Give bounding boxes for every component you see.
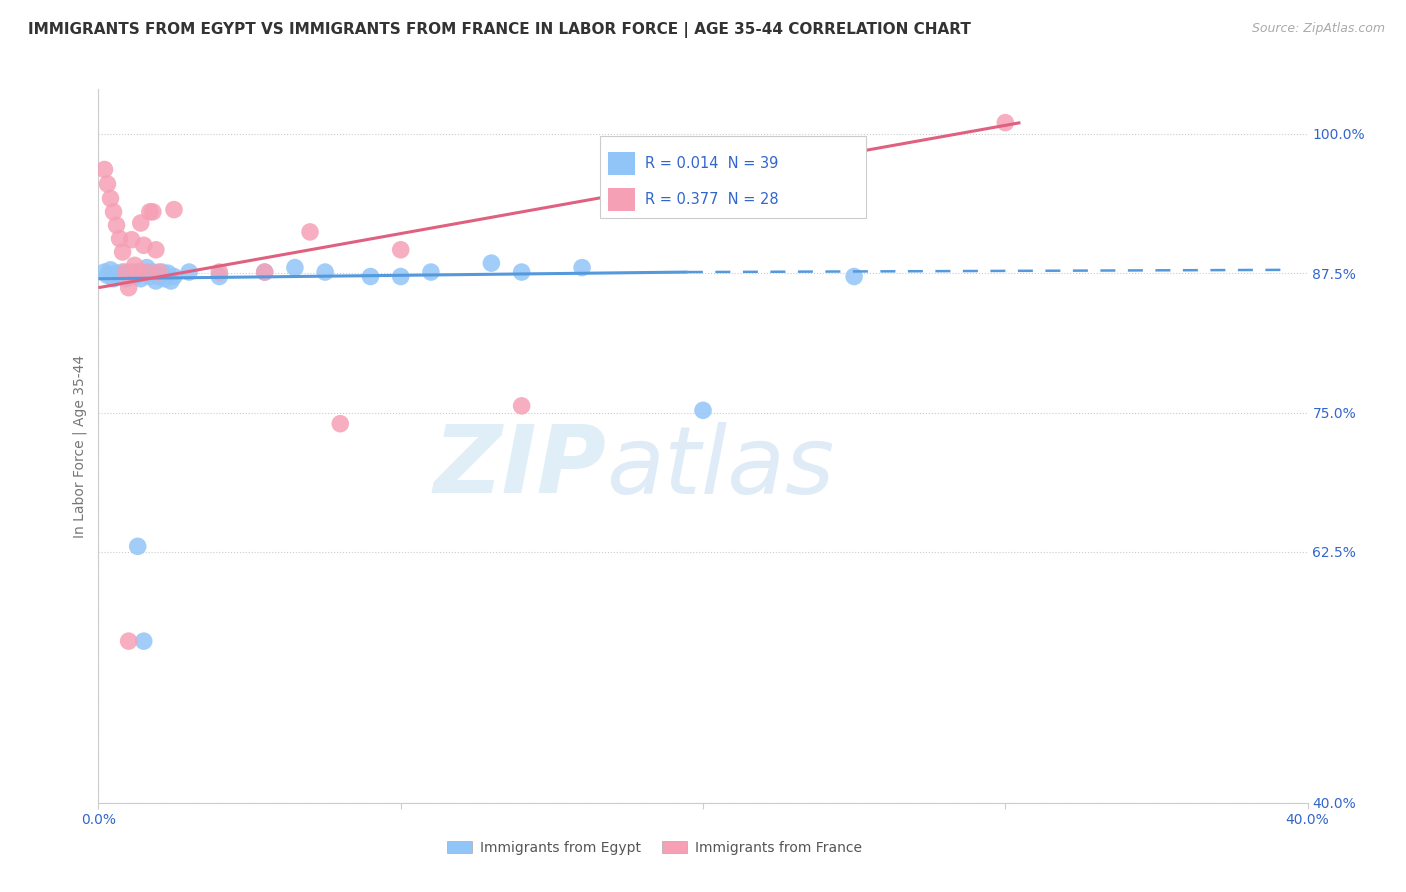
Point bbox=[163, 202, 186, 217]
Text: ZIP: ZIP bbox=[433, 421, 606, 514]
Point bbox=[148, 265, 170, 279]
Point bbox=[132, 266, 155, 280]
Point bbox=[145, 243, 167, 257]
Point bbox=[111, 265, 134, 279]
Point bbox=[105, 266, 128, 280]
Point bbox=[108, 231, 131, 245]
Point bbox=[129, 271, 152, 285]
Point bbox=[844, 269, 866, 284]
FancyBboxPatch shape bbox=[609, 188, 634, 211]
Point bbox=[103, 271, 125, 285]
Point bbox=[139, 269, 162, 284]
Point bbox=[153, 271, 176, 285]
Point bbox=[208, 265, 231, 279]
Point bbox=[142, 204, 165, 219]
Point bbox=[111, 244, 134, 259]
Point bbox=[118, 266, 141, 280]
Point bbox=[329, 417, 352, 431]
Point bbox=[420, 265, 443, 279]
Point bbox=[124, 258, 146, 272]
Point bbox=[135, 265, 157, 279]
Y-axis label: In Labor Force | Age 35-44: In Labor Force | Age 35-44 bbox=[72, 354, 87, 538]
Point bbox=[142, 265, 165, 279]
Point bbox=[127, 265, 149, 279]
Point bbox=[114, 265, 136, 279]
Point bbox=[124, 269, 146, 284]
Point bbox=[253, 265, 276, 279]
Point bbox=[118, 634, 141, 648]
Point bbox=[179, 265, 201, 279]
Point bbox=[96, 177, 118, 191]
Text: Source: ZipAtlas.com: Source: ZipAtlas.com bbox=[1251, 22, 1385, 36]
Point bbox=[129, 216, 152, 230]
Point bbox=[163, 269, 186, 284]
Point bbox=[127, 265, 149, 279]
Point bbox=[510, 399, 533, 413]
Point bbox=[994, 115, 1017, 129]
Point bbox=[132, 634, 155, 648]
Point bbox=[135, 260, 157, 275]
Point bbox=[150, 265, 173, 279]
Point bbox=[481, 256, 503, 270]
Point bbox=[389, 269, 412, 284]
Point bbox=[571, 260, 593, 275]
Point bbox=[93, 265, 115, 279]
Point bbox=[284, 260, 307, 275]
Point bbox=[145, 274, 167, 288]
Point bbox=[160, 274, 183, 288]
Point bbox=[127, 539, 149, 553]
Point bbox=[118, 280, 141, 294]
Legend: Immigrants from Egypt, Immigrants from France: Immigrants from Egypt, Immigrants from F… bbox=[441, 835, 868, 860]
Point bbox=[132, 238, 155, 252]
Point bbox=[100, 192, 122, 206]
Point bbox=[93, 162, 115, 177]
Point bbox=[389, 243, 412, 257]
Point bbox=[139, 204, 162, 219]
Point bbox=[692, 403, 714, 417]
Text: R = 0.377  N = 28: R = 0.377 N = 28 bbox=[645, 192, 779, 207]
Text: R = 0.014  N = 39: R = 0.014 N = 39 bbox=[645, 156, 779, 171]
FancyBboxPatch shape bbox=[609, 152, 634, 175]
FancyBboxPatch shape bbox=[600, 136, 866, 218]
Point bbox=[105, 218, 128, 232]
Point bbox=[314, 265, 336, 279]
Text: IMMIGRANTS FROM EGYPT VS IMMIGRANTS FROM FRANCE IN LABOR FORCE | AGE 35-44 CORRE: IMMIGRANTS FROM EGYPT VS IMMIGRANTS FROM… bbox=[28, 22, 972, 38]
Text: atlas: atlas bbox=[606, 422, 835, 513]
Point bbox=[121, 233, 143, 247]
Point bbox=[114, 271, 136, 285]
Point bbox=[299, 225, 322, 239]
Point bbox=[156, 266, 179, 280]
Point bbox=[510, 265, 533, 279]
Point bbox=[148, 269, 170, 284]
Point bbox=[100, 262, 122, 277]
Point bbox=[253, 265, 276, 279]
Point bbox=[360, 269, 382, 284]
Point bbox=[108, 269, 131, 284]
Point bbox=[103, 204, 125, 219]
Point bbox=[208, 269, 231, 284]
Point bbox=[96, 268, 118, 283]
Point bbox=[121, 265, 143, 279]
